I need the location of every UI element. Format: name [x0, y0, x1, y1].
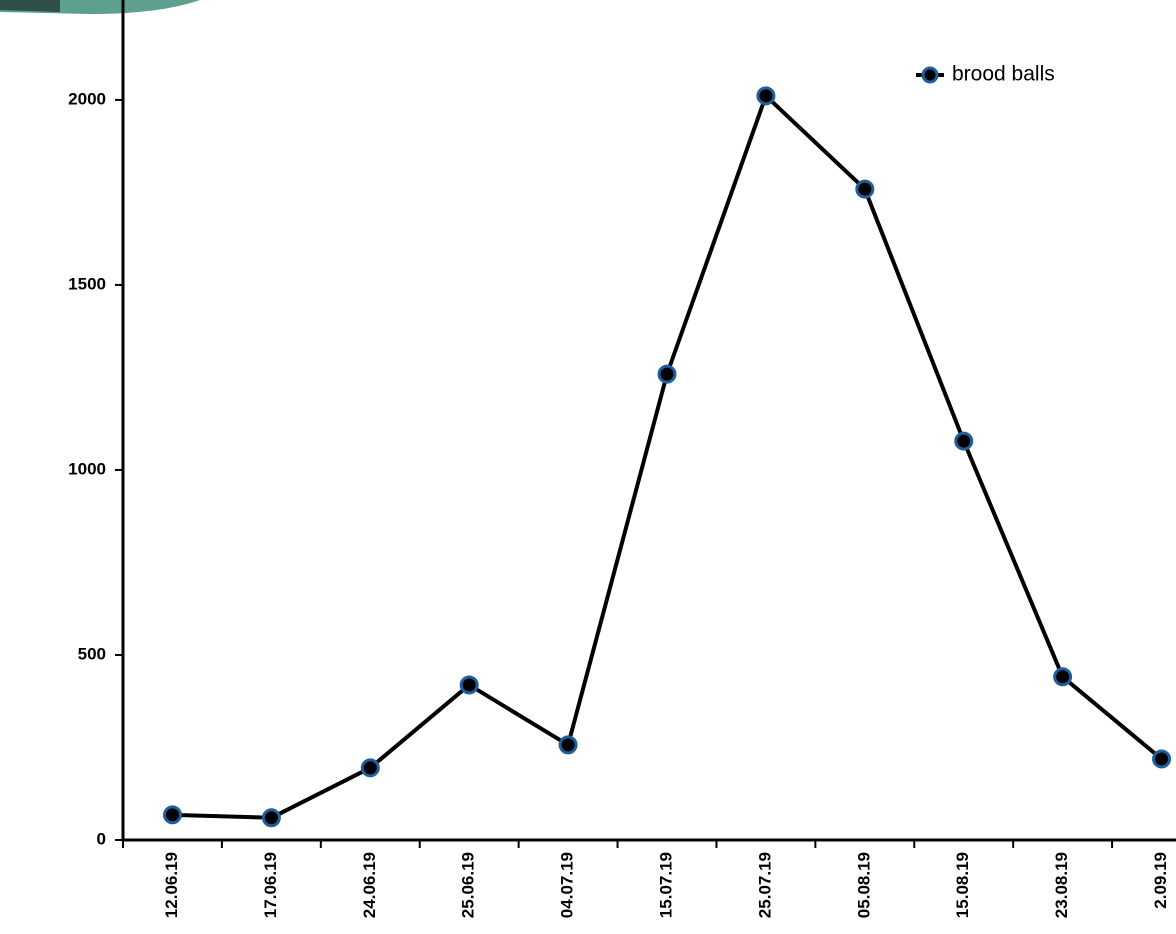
decoration — [0, 0, 60, 12]
marker — [261, 808, 281, 828]
y-tick-label: 1000 — [68, 459, 106, 478]
y-tick-label: 500 — [78, 644, 106, 663]
y-tick-label: 2000 — [68, 89, 106, 108]
marker — [558, 735, 578, 755]
x-tick-label: 25.06.19 — [459, 852, 478, 918]
marker — [162, 805, 182, 825]
x-tick-label: 15.08.19 — [953, 852, 972, 918]
legend-marker — [921, 66, 939, 84]
marker — [459, 675, 479, 695]
x-tick-label: 24.06.19 — [360, 852, 379, 918]
marker — [954, 431, 974, 451]
x-tick-label: 04.07.19 — [558, 852, 577, 918]
marker — [855, 179, 875, 199]
x-tick-label: 2.09.19 — [1151, 852, 1170, 909]
marker — [1152, 749, 1172, 769]
x-tick-label: 23.08.19 — [1052, 852, 1071, 918]
x-tick-label: 15.07.19 — [656, 852, 675, 918]
marker — [1053, 667, 1073, 687]
marker — [657, 364, 677, 384]
x-tick-label: 05.08.19 — [854, 852, 873, 918]
x-tick-label: 25.07.19 — [755, 852, 774, 918]
marker — [360, 758, 380, 778]
y-tick-label: 0 — [97, 829, 106, 848]
legend-label: brood balls — [952, 63, 1055, 86]
y-tick-label: 1500 — [68, 274, 106, 293]
x-tick-label: 17.06.19 — [261, 852, 280, 918]
line — [172, 93, 1163, 820]
x-tick-label: 12.06.19 — [162, 852, 181, 918]
marker — [756, 86, 776, 106]
